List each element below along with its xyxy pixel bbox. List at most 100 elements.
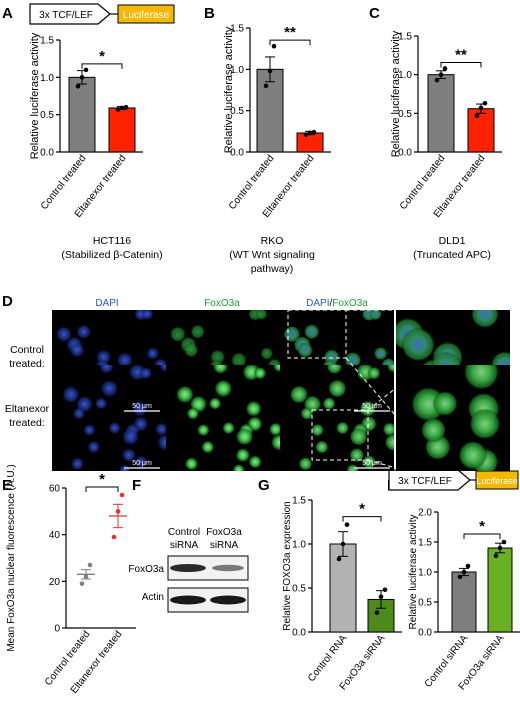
cell — [255, 310, 268, 321]
cell — [121, 427, 140, 446]
y-tick-label: 0.0 — [292, 628, 306, 639]
data-point — [378, 594, 384, 600]
caption-line: DLD1 — [439, 235, 466, 247]
cell — [235, 447, 251, 463]
y-tick-label: 0.0 — [398, 148, 412, 159]
caption-line: (Truncated APC) — [413, 249, 491, 261]
data-point — [434, 77, 440, 83]
data-point — [382, 587, 388, 593]
data-point — [303, 132, 309, 137]
blot-band — [170, 564, 206, 572]
data-point — [79, 581, 85, 586]
tile-cells — [411, 365, 501, 471]
reporter-construct-a: 3x TCF/LEF Luciferase — [29, 3, 175, 25]
y-axis-label: Mean FoxO3a nuclear fluorescence (A.U.) — [6, 464, 17, 651]
luciferase-label: Luciferase — [476, 476, 518, 486]
row-label-line: treated: — [9, 358, 45, 370]
cell — [94, 397, 108, 410]
bar — [467, 108, 495, 153]
promoter-arrow — [29, 3, 111, 25]
cell — [108, 421, 121, 435]
bar — [108, 107, 136, 153]
cell — [212, 365, 229, 374]
caption-a: HCT116 (Stabilized β-Catenin) — [61, 235, 162, 261]
cell — [374, 346, 388, 361]
cell — [458, 440, 488, 470]
cell — [175, 385, 194, 404]
x-tick-label: Control RNA — [306, 633, 349, 684]
data-point — [344, 522, 350, 527]
bar — [487, 547, 513, 633]
y-axis-label: Relative luciferase activity — [390, 30, 402, 157]
microscopy-tiles — [52, 310, 510, 471]
cell — [70, 457, 85, 471]
cell — [268, 422, 280, 436]
bar — [68, 76, 96, 153]
significance-marker: ** — [455, 46, 467, 63]
significance-bracket — [463, 533, 501, 539]
cell — [471, 310, 499, 329]
y-tick-label: 0 — [54, 624, 60, 635]
y-tick-label: 1.0 — [292, 540, 306, 551]
zoom-region-eltanexor — [311, 409, 369, 461]
significance-marker: * — [359, 501, 365, 518]
cell — [387, 365, 394, 373]
data-point — [307, 130, 313, 136]
tile-cells — [175, 365, 280, 471]
cell — [369, 310, 382, 321]
lane-label-line: siRNA — [170, 540, 199, 551]
microscopy-tile — [396, 365, 510, 471]
chart-e: 0 20 40 60 Mean FoxO3a nuclear fluorescence … — [6, 464, 136, 696]
row-label-eltanexor: Eltanexor treated: — [5, 403, 50, 429]
col-label-dapi: DAPI — [95, 298, 118, 309]
y-tick-label: 1.0 — [230, 65, 244, 76]
lane-label-line: FoxO3a — [206, 527, 242, 538]
promoter-label: 3x TCF/LEF — [398, 476, 452, 487]
panel-letter-f: F — [132, 477, 141, 494]
y-tick-label: 20 — [49, 577, 61, 588]
lane-label-foxo3a: FoxO3a siRNA — [206, 527, 242, 551]
cell — [469, 408, 501, 440]
scale-bar-label: 50 μm — [362, 403, 382, 410]
microscopy-tile — [166, 365, 280, 471]
cell — [184, 457, 199, 471]
zoom-region-control — [287, 309, 347, 359]
cell — [154, 422, 166, 436]
scale-bar: 50 μm — [354, 460, 390, 469]
cell — [159, 365, 166, 373]
cell — [463, 365, 500, 390]
data-point — [115, 107, 121, 112]
data-point — [478, 105, 484, 111]
data-point — [336, 556, 342, 562]
data-point — [119, 105, 125, 111]
cell — [100, 379, 119, 398]
y-tick-label: 0.5 — [292, 584, 306, 595]
panel-letter-g: G — [258, 477, 270, 494]
cell — [315, 440, 329, 454]
row-label-line: Control — [10, 344, 44, 356]
cell — [322, 397, 336, 410]
lane-label-control: Control siRNA — [168, 527, 200, 551]
significance-bracket — [269, 39, 311, 46]
significance-marker: * — [479, 518, 485, 535]
cell — [304, 324, 320, 340]
data-point — [271, 43, 277, 49]
data-point — [75, 83, 81, 89]
panel-letter-b: B — [204, 5, 215, 22]
data-point — [493, 553, 499, 559]
data-point — [438, 72, 444, 77]
cell — [222, 421, 235, 435]
significance-bracket — [85, 486, 119, 492]
cell — [146, 346, 160, 361]
y-tick-label: 0.5 — [230, 106, 244, 117]
blot-band — [170, 595, 206, 605]
data-point — [123, 104, 129, 110]
blot-band — [210, 595, 246, 605]
data-point — [87, 562, 93, 568]
y-tick-label: 1.5 — [230, 24, 244, 35]
caption-line: (WT Wnt signaling — [229, 249, 315, 261]
y-tick-label: 2.0 — [418, 508, 432, 519]
